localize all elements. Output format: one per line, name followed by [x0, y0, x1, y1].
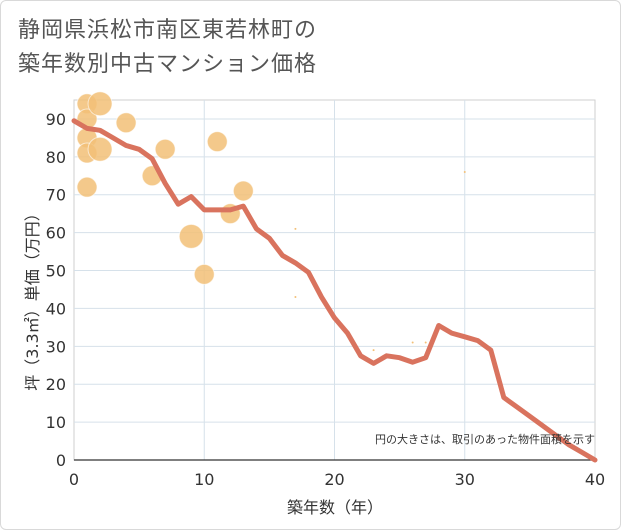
- scatter-point: [294, 227, 297, 230]
- tick-labels: 0 10 20 30 40 50 60 70 80 90 0 10 20 30 40: [46, 110, 606, 489]
- y-tick-label: 60: [46, 224, 66, 243]
- scatter-point: [87, 91, 113, 117]
- chart-title-line1: 静岡県浜松市南区東若林町の: [18, 18, 318, 43]
- chart-title: 静岡県浜松市南区東若林町の 築年数別中古マンション価格: [18, 14, 317, 82]
- chart-title-line2: 築年数別中古マンション価格: [18, 52, 318, 77]
- scatter-point: [193, 263, 215, 285]
- scatter-point: [424, 341, 427, 344]
- y-tick-label: 70: [46, 186, 66, 205]
- y-axis-title: 坪（3.3㎡）単価（万円）: [23, 205, 42, 390]
- scatter-points: [76, 91, 466, 352]
- scatter-point: [411, 341, 414, 344]
- y-tick-label: 0: [56, 451, 66, 470]
- trend-line-group: [71, 118, 598, 463]
- scatter-point: [154, 138, 176, 160]
- size-note: 円の大きさは、取引のあった物件面積を示す: [375, 432, 595, 446]
- x-axis-title: 築年数（年）: [287, 498, 383, 517]
- y-tick-label: 30: [46, 337, 66, 356]
- scatter-point: [294, 296, 297, 299]
- scatter-point: [76, 176, 98, 198]
- grid: [73, 99, 596, 461]
- y-tick-label: 20: [46, 375, 66, 394]
- scatter-point: [372, 349, 375, 352]
- trend-line: [71, 118, 598, 463]
- x-tick-label: 0: [69, 470, 79, 489]
- y-tick-label: 50: [46, 262, 66, 281]
- x-tick-label: 10: [194, 470, 214, 489]
- y-tick-label: 10: [46, 413, 66, 432]
- scatter-point: [232, 180, 254, 202]
- x-tick-label: 40: [585, 470, 605, 489]
- x-tick-label: 30: [455, 470, 475, 489]
- x-tick-label: 20: [324, 470, 344, 489]
- scatter-point: [87, 136, 113, 162]
- scatter-point: [178, 223, 204, 249]
- scatter-point: [463, 171, 466, 173]
- y-tick-label: 40: [46, 299, 66, 318]
- scatter-point: [206, 131, 228, 153]
- y-tick-label: 80: [46, 148, 66, 167]
- scatter-point: [115, 112, 137, 134]
- y-tick-label: 90: [46, 110, 66, 129]
